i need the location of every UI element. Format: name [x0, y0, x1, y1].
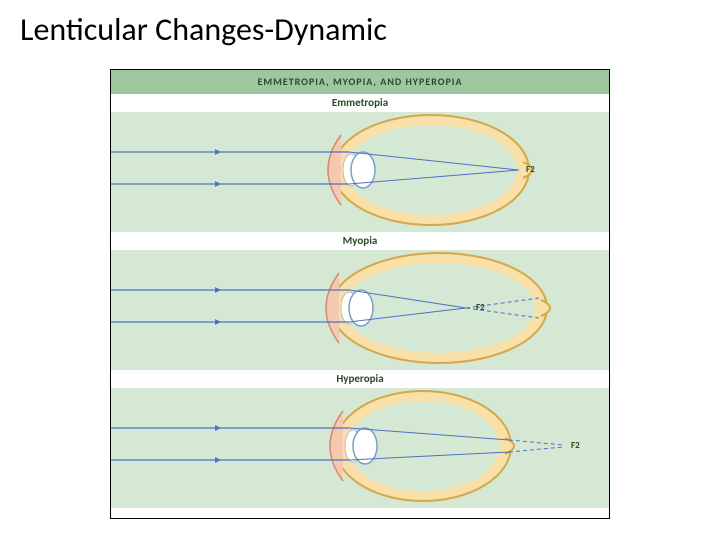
focus-point-label: F2: [526, 164, 535, 175]
focus-point-label: F2: [476, 302, 485, 313]
refraction-panel: F2: [111, 250, 609, 370]
eye-diagram: [111, 388, 609, 508]
panel-label: Myopia: [111, 232, 609, 250]
refraction-panel: F2: [111, 388, 609, 508]
panel-label: Hyperopia: [111, 370, 609, 388]
figure-banner: EMMETROPIA, MYOPIA, AND HYPEROPIA: [111, 70, 609, 94]
refraction-panel: F2: [111, 112, 609, 232]
page-title: Lenticular Changes-Dynamic: [0, 0, 720, 59]
refraction-figure: EMMETROPIA, MYOPIA, AND HYPEROPIA Emmetr…: [110, 69, 610, 519]
focus-point-label: F2: [571, 440, 580, 451]
panel-label: Emmetropia: [111, 94, 609, 112]
eye-diagram: [111, 250, 609, 370]
